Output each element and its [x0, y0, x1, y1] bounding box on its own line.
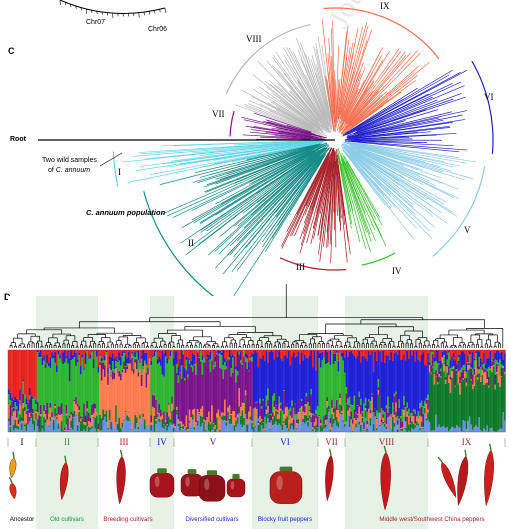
clade-branches-V	[340, 141, 476, 240]
pepper-long	[8, 476, 17, 500]
group-id-IV: IV	[157, 437, 167, 447]
clade-label-V: V	[464, 225, 471, 235]
clade-arc-I	[112, 151, 119, 187]
clade-branches-I	[122, 139, 327, 183]
pepper-long	[457, 449, 469, 507]
chromosome-circle-fragment: Chr07 Chr06	[59, 0, 167, 33]
population-label: C. annuum population	[86, 208, 166, 217]
clade-arc-V	[432, 166, 486, 257]
chromosome-label-chr06: Chr06	[148, 26, 167, 33]
wild-note-species: C. annuum	[56, 167, 90, 174]
clade-label-III: III	[296, 262, 305, 272]
wild-note-line1: Two wild samples	[42, 157, 97, 164]
pepper-blocky	[198, 470, 226, 502]
group-id-VIII: VIII	[379, 437, 395, 447]
wild-note-line2: of C. annuum	[48, 167, 90, 174]
panel-c-letter: C	[8, 46, 15, 56]
pepper-long	[484, 443, 494, 507]
group-id-VI: VI	[280, 437, 290, 447]
group-id-VII: VII	[325, 437, 338, 447]
group-label-I: Ancestor	[10, 516, 34, 523]
group-label-VIII: Middle west/Southwest China peppers	[379, 516, 484, 523]
clade-arc-IV	[361, 252, 396, 266]
group-label-III: Breeding cultivars	[103, 516, 152, 523]
clade-label-VI: VI	[484, 92, 494, 102]
phylogenetic-tree	[122, 19, 476, 296]
pepper-long	[325, 448, 334, 502]
clade-branches-III	[280, 147, 351, 264]
clade-label-IX: IX	[380, 1, 390, 11]
wild-note-prefix: of	[48, 167, 56, 174]
clade-label-I: I	[118, 167, 121, 177]
clade-label-VII: VII	[212, 109, 225, 119]
admixture-plot	[7, 349, 506, 433]
pepper-long	[380, 445, 391, 511]
clade-label-IV: IV	[392, 266, 402, 276]
group-id-V: V	[210, 437, 217, 447]
clade-arc-VIII	[225, 23, 311, 95]
clade-branches-VI	[342, 69, 468, 153]
pepper-blocky	[149, 468, 175, 498]
group-id-II: II	[64, 437, 70, 447]
clade-arc-III	[279, 257, 347, 271]
pepper-long	[59, 455, 69, 501]
group-id-IX: IX	[462, 437, 472, 447]
group-label-VI: Blocky fruit peppers	[258, 516, 312, 523]
clade-arc-VII	[229, 110, 235, 137]
pepper-blocky	[269, 466, 303, 504]
clade-branches-II	[159, 142, 331, 296]
pepper-long	[437, 456, 457, 498]
group-id-I: I	[21, 437, 24, 447]
clade-arc-II	[143, 191, 225, 305]
clade-label-VIII: VIII	[246, 34, 262, 44]
panel-d-letter: D	[4, 292, 11, 302]
clade-arcs	[112, 7, 494, 305]
clade-arc-IX	[323, 7, 440, 60]
clade-branches-IV	[336, 147, 387, 253]
pepper-long	[9, 451, 17, 479]
dendrogram	[9, 284, 504, 348]
pepper-blocky	[226, 473, 246, 498]
group-label-V: Diversified cultivars	[185, 516, 238, 523]
group-id-III: III	[120, 437, 129, 447]
chromosome-label-chr07: Chr07	[86, 19, 105, 26]
group-label-II: Old cultivars	[50, 516, 84, 523]
clade-label-II: II	[188, 238, 194, 248]
clade-branches-IX	[321, 19, 430, 135]
root-label: Root	[10, 136, 27, 143]
wild-samples-note: Two wild samples of C. annuum	[42, 152, 123, 174]
pepper-blocky	[180, 469, 204, 497]
pepper-illustrations	[8, 443, 494, 511]
clade-arc-VI	[471, 60, 494, 154]
pepper-long	[116, 449, 126, 505]
